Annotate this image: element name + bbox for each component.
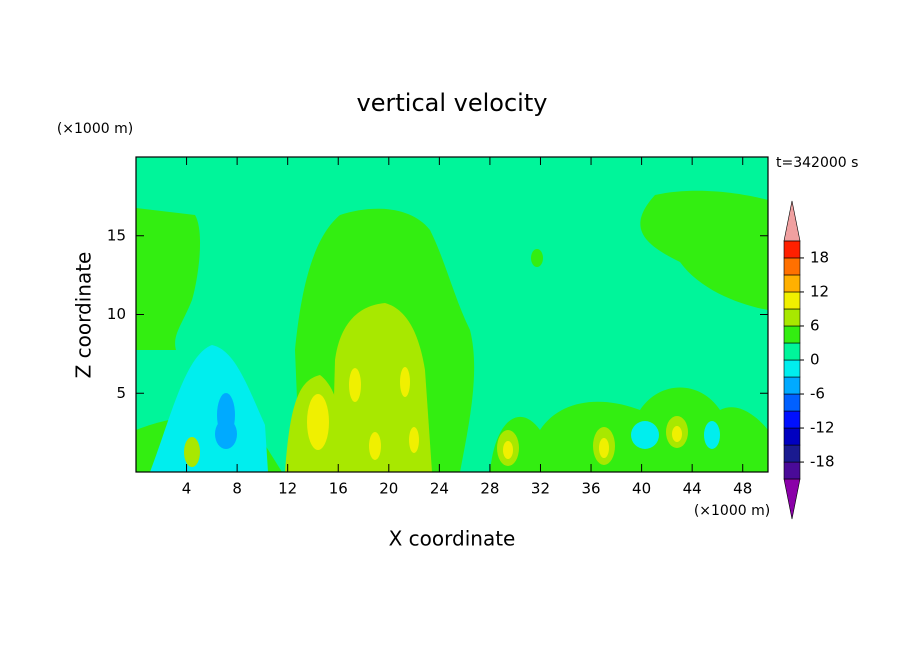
- colorbar-box: [783, 427, 801, 446]
- colorbar-box: [783, 376, 801, 395]
- colorbar-tick-label: -12: [810, 419, 835, 437]
- colorbar-extend-low: [783, 478, 801, 520]
- x-tick-label: 12: [278, 480, 297, 498]
- colorbar-box: [783, 444, 801, 463]
- x-tick-label: 40: [632, 480, 651, 498]
- x-tick-label: 8: [232, 480, 242, 498]
- colorbar-box: [783, 274, 801, 293]
- moderate-positive-region: [184, 303, 688, 472]
- colorbar-tick-label: 18: [810, 248, 829, 266]
- strong-negative-region: [215, 393, 237, 449]
- colorbar-box: [783, 257, 801, 276]
- x-tick-label: 44: [683, 480, 702, 498]
- colorbar-box: [783, 325, 801, 344]
- x-tick-label: 36: [581, 480, 600, 498]
- contour-field: [136, 157, 768, 472]
- colorbar-tick-label: 12: [810, 282, 829, 300]
- x-tick-label: 20: [379, 480, 398, 498]
- x-tick-label: 48: [733, 480, 752, 498]
- colorbar-box: [783, 291, 801, 310]
- x-unit-label: (×1000 m): [694, 503, 770, 519]
- colorbar-tick-label: -18: [810, 453, 835, 471]
- colorbar-extend-high: [783, 200, 801, 242]
- x-tick-label: 28: [480, 480, 499, 498]
- colorbar-box: [783, 359, 801, 378]
- x-tick-label: 32: [531, 480, 550, 498]
- colorbar-box: [783, 461, 801, 480]
- annotation: t=342000 s: [776, 155, 858, 171]
- colorbar-box: [783, 240, 801, 259]
- y-axis-label: Z coordinate: [72, 252, 96, 379]
- colorbar-box: [783, 308, 801, 327]
- y-tick-label: 10: [107, 305, 126, 323]
- colorbar-box: [783, 393, 801, 412]
- colorbar-box: [783, 410, 801, 429]
- colorbar-tick-label: 6: [810, 316, 820, 334]
- chart-title: vertical velocity: [357, 89, 548, 117]
- y-unit-label: (×1000 m): [57, 121, 133, 137]
- y-tick-label: 5: [116, 384, 126, 402]
- negative-region: [150, 345, 720, 472]
- colorbar-tick-label: -6: [810, 385, 825, 403]
- x-tick-label: 24: [430, 480, 449, 498]
- strong-positive-region: [307, 367, 682, 460]
- x-tick-label: 16: [329, 480, 348, 498]
- colorbar-tick-label: 0: [810, 351, 820, 369]
- x-axis-label: X coordinate: [389, 527, 516, 551]
- colorbar-box: [783, 342, 801, 361]
- x-tick-label: 4: [182, 480, 192, 498]
- y-tick-label: 15: [107, 226, 126, 244]
